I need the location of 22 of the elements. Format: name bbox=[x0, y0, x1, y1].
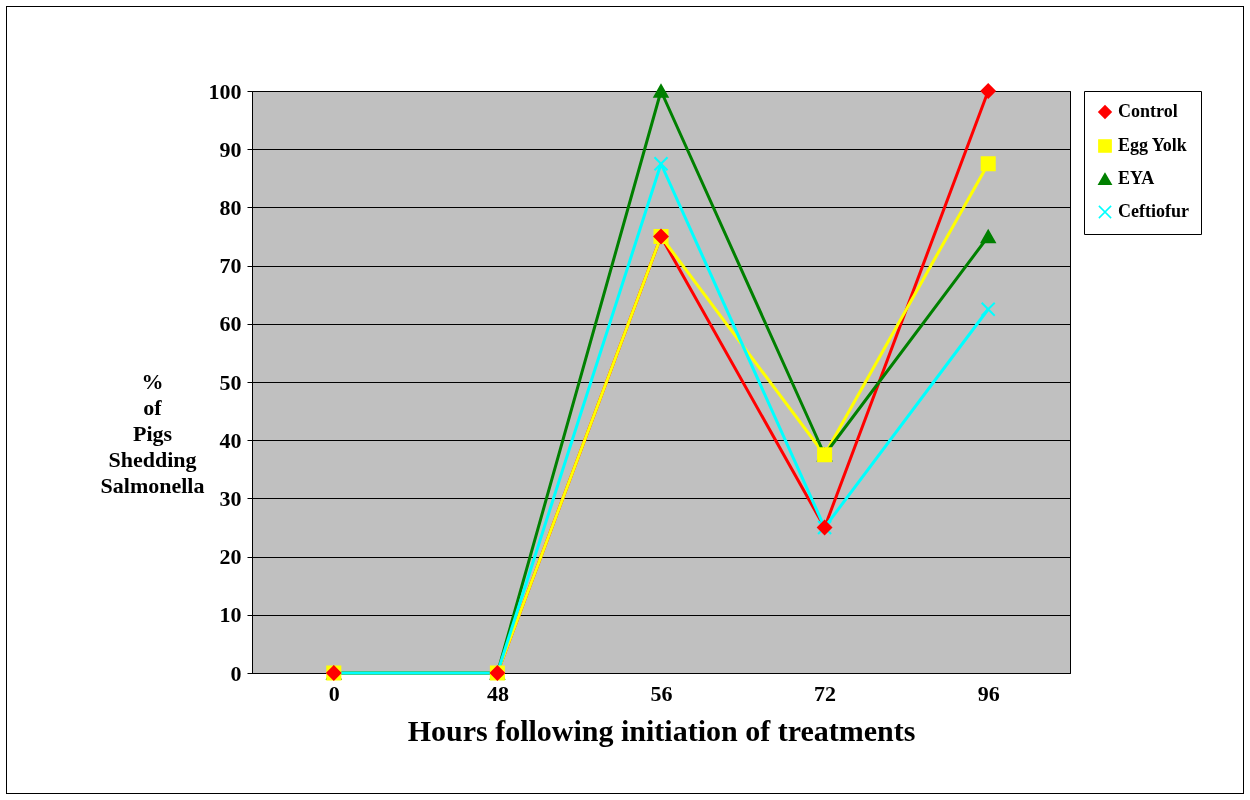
y-tick-label: 0 bbox=[230, 660, 242, 686]
y-tick-label: 40 bbox=[219, 427, 242, 453]
legend-label: Egg Yolk bbox=[1118, 135, 1187, 155]
x-tick-label: 72 bbox=[814, 680, 837, 706]
legend-label: Ceftiofur bbox=[1118, 201, 1189, 221]
x-tick-label: 48 bbox=[486, 680, 509, 706]
y-tick-label: 100 bbox=[208, 78, 242, 104]
x-axis-title: Hours following initiation of treatments bbox=[407, 713, 916, 747]
y-tick-label: 30 bbox=[219, 485, 242, 511]
x-tick-label: 0 bbox=[328, 680, 340, 706]
legend-label: EYA bbox=[1118, 168, 1155, 188]
y-tick-label: 90 bbox=[219, 136, 242, 162]
y-tick-label: 50 bbox=[219, 369, 242, 395]
x-tick-label: 56 bbox=[650, 680, 673, 706]
x-tick-label: 96 bbox=[977, 680, 1000, 706]
y-tick-label: 70 bbox=[219, 253, 242, 279]
legend-label: Control bbox=[1118, 101, 1178, 121]
y-tick-label: 20 bbox=[219, 544, 242, 570]
y-axis-title: % of Pigs Shedding Salmonella bbox=[100, 368, 205, 498]
y-tick-label: 10 bbox=[219, 602, 242, 628]
y-tick-label: 60 bbox=[219, 311, 242, 337]
y-tick-label: 80 bbox=[219, 194, 242, 220]
